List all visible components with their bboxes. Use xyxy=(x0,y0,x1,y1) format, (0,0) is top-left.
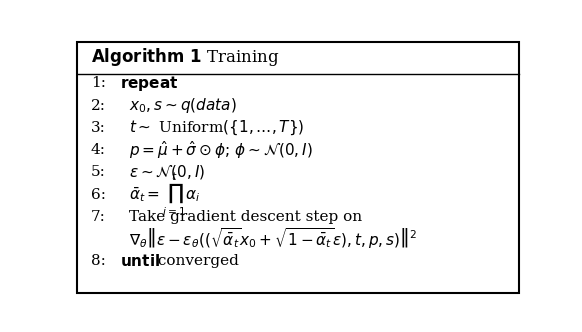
Text: $p = \hat{\mu} + \hat{\sigma} \odot \phi;\, \phi \sim \mathcal{N}(0, I)$: $p = \hat{\mu} + \hat{\sigma} \odot \phi… xyxy=(129,139,313,161)
Text: 3:: 3: xyxy=(91,121,106,135)
Text: 5:: 5: xyxy=(91,165,106,179)
Text: converged: converged xyxy=(152,254,239,268)
Text: $\bar{\alpha}_t = \prod_{i=1}^{t} \alpha_i$: $\bar{\alpha}_t = \prod_{i=1}^{t} \alpha… xyxy=(129,171,201,218)
Text: $x_0, s \sim q(data)$: $x_0, s \sim q(data)$ xyxy=(129,96,237,115)
Text: $\nabla_\theta \left\|\varepsilon - \varepsilon_\theta((\sqrt{\bar{\alpha}_t}x_0: $\nabla_\theta \left\|\varepsilon - \var… xyxy=(129,227,417,251)
Text: 7:: 7: xyxy=(91,210,106,224)
Text: Take gradient descent step on: Take gradient descent step on xyxy=(129,210,362,224)
Text: 1:: 1: xyxy=(91,76,106,90)
Text: $t \sim$ Uniform$( \{1,\ldots,T\})$: $t \sim$ Uniform$( \{1,\ldots,T\})$ xyxy=(129,119,304,137)
Text: 8:: 8: xyxy=(91,254,106,268)
Text: $\mathbf{until}$: $\mathbf{until}$ xyxy=(120,253,160,269)
Text: 4:: 4: xyxy=(91,143,106,157)
Text: 6:: 6: xyxy=(91,188,106,202)
Text: $\varepsilon \sim \mathcal{N}(0, I)$: $\varepsilon \sim \mathcal{N}(0, I)$ xyxy=(129,163,205,181)
Text: 2:: 2: xyxy=(91,99,106,113)
Text: $\mathbf{repeat}$: $\mathbf{repeat}$ xyxy=(120,74,179,93)
Text: $\mathbf{Algorithm\ 1}$ Training: $\mathbf{Algorithm\ 1}$ Training xyxy=(91,46,279,68)
